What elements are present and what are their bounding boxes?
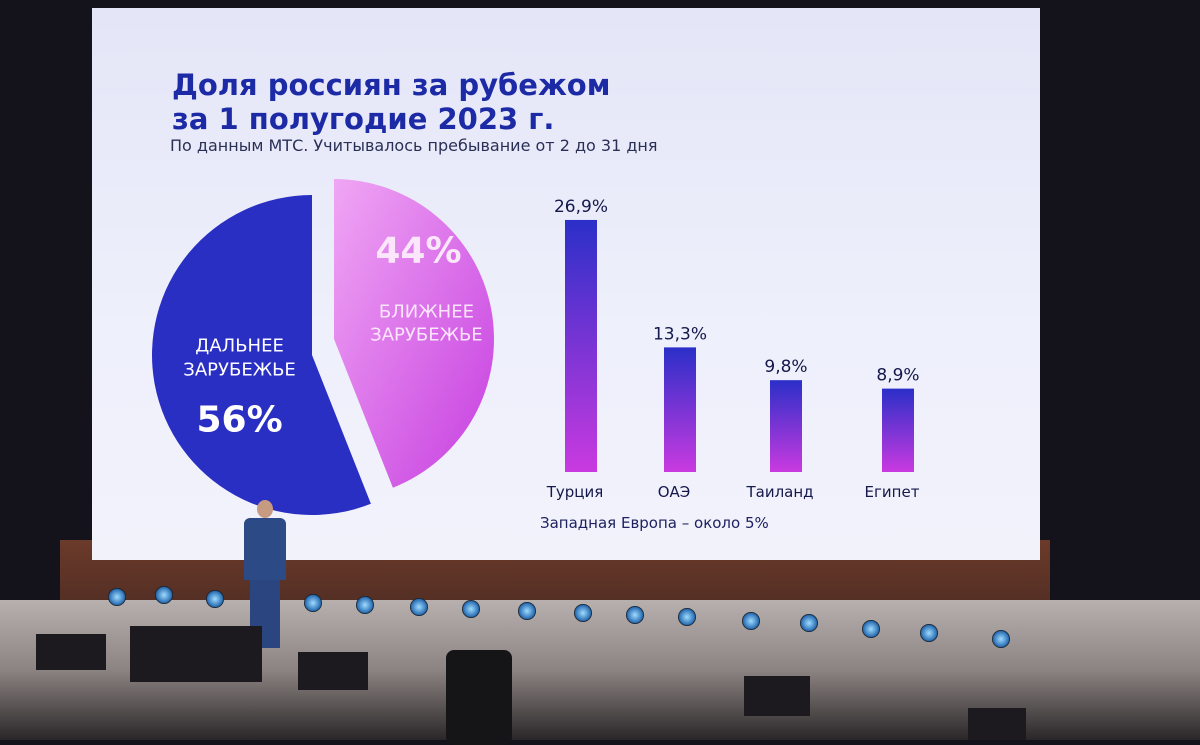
- stage-monitor: [130, 626, 262, 682]
- stage-light: [410, 598, 428, 616]
- speaker-person: [240, 500, 290, 650]
- stage-monitor: [744, 676, 810, 716]
- bar-value-label: 9,8%: [764, 357, 807, 377]
- stage-light: [108, 588, 126, 606]
- bar: [882, 388, 914, 472]
- stage-light: [626, 606, 644, 624]
- stage-light: [206, 590, 224, 608]
- bar-category-label: Египет: [865, 483, 920, 501]
- pie-slice-label: БЛИЖНЕЕ: [379, 302, 474, 323]
- bar-value-label: 13,3%: [653, 324, 707, 344]
- title-line-2: за 1 полугодие 2023 г.: [172, 102, 555, 136]
- stage-light: [992, 630, 1010, 648]
- stage-light: [518, 602, 536, 620]
- pie-slice-label: ДАЛЬНЕЕ: [195, 335, 284, 356]
- stage-light: [304, 594, 322, 612]
- pie-value-label: 56%: [196, 399, 282, 440]
- stage-light: [862, 620, 880, 638]
- bar: [664, 347, 696, 472]
- footnote: Западная Европа – около 5%: [540, 514, 769, 532]
- slide-title: Доля россиян за рубежом за 1 полугодие 20…: [172, 68, 610, 136]
- pie-slice-label: ЗАРУБЕЖЬЕ: [370, 325, 483, 346]
- presentation-screen: Доля россиян за рубежом за 1 полугодие 20…: [92, 8, 1040, 560]
- title-line-1: Доля россиян за рубежом: [172, 68, 611, 102]
- stage-monitor: [968, 708, 1026, 740]
- bar-category-label: Турция: [546, 483, 604, 501]
- stage-light: [356, 596, 374, 614]
- bar-category-label: Таиланд: [745, 483, 813, 501]
- stage-light: [742, 612, 760, 630]
- pie-slice: [152, 195, 371, 515]
- pie-slice: [334, 179, 495, 488]
- stage-light: [155, 586, 173, 604]
- bar-category-label: ОАЭ: [658, 483, 691, 501]
- stage-monitor: [36, 634, 106, 670]
- bar-value-label: 8,9%: [876, 366, 919, 386]
- bar: [565, 219, 597, 472]
- audience-phone: [446, 650, 512, 745]
- pie-slice-label: ЗАРУБЕЖЬЕ: [183, 359, 296, 380]
- bar-value-label: 26,9%: [554, 197, 608, 217]
- stage-light: [574, 604, 592, 622]
- stage-light: [678, 608, 696, 626]
- stage-monitor: [298, 652, 368, 690]
- pie-value-label: 44%: [375, 231, 461, 272]
- bar: [770, 380, 802, 472]
- stage-light: [462, 600, 480, 618]
- slide-subtitle: По данным МТС. Учитывалось пребывание от…: [170, 136, 658, 155]
- stage-light: [920, 624, 938, 642]
- stage-light: [800, 614, 818, 632]
- bar-chart: 26,9% Турция 13,3% ОАЭ 9,8% Таиланд 8,9% Египет: [546, 197, 920, 501]
